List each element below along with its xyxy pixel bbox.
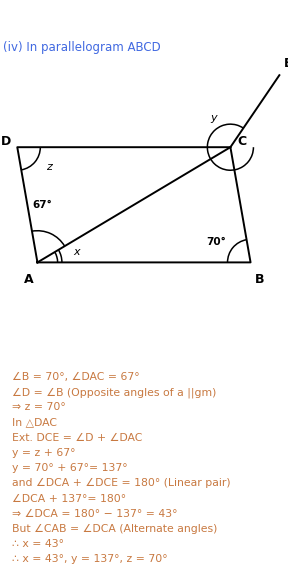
Text: ∠B = 70°, ∠DAC = 67°: ∠B = 70°, ∠DAC = 67° <box>12 372 139 382</box>
Text: and ∠DCA + ∠DCE = 180° (Linear pair): and ∠DCA + ∠DCE = 180° (Linear pair) <box>12 478 230 488</box>
Text: (iv) In parallelogram ABCD: (iv) In parallelogram ABCD <box>3 40 161 54</box>
Text: But ∠CAB = ∠DCA (Alternate angles): But ∠CAB = ∠DCA (Alternate angles) <box>12 524 217 534</box>
Text: y = z + 67°: y = z + 67° <box>12 448 75 458</box>
Text: ⇒ z = 70°: ⇒ z = 70° <box>12 402 65 413</box>
Text: C: C <box>237 135 247 148</box>
Text: x: x <box>73 247 79 257</box>
Text: y = 70° + 67°= 137°: y = 70° + 67°= 137° <box>12 463 127 473</box>
Text: B: B <box>255 273 264 286</box>
Text: A: A <box>24 273 34 286</box>
Text: D: D <box>1 135 11 148</box>
Text: ∠D = ∠B (Opposite angles of a ||gm): ∠D = ∠B (Opposite angles of a ||gm) <box>12 387 216 398</box>
Text: 70°: 70° <box>206 237 226 247</box>
Text: ∴ x = 43°: ∴ x = 43° <box>12 539 64 549</box>
Text: E: E <box>284 57 288 70</box>
Text: y: y <box>210 114 217 123</box>
Text: Ext. DCE = ∠D + ∠DAC: Ext. DCE = ∠D + ∠DAC <box>12 433 142 443</box>
Text: 67°: 67° <box>32 200 52 210</box>
Text: In △DAC: In △DAC <box>12 418 56 428</box>
Text: ∴ x = 43°, y = 137°, z = 70°: ∴ x = 43°, y = 137°, z = 70° <box>12 554 167 564</box>
Text: z: z <box>46 162 52 173</box>
Text: ⇒ ∠DCA = 180° − 137° = 43°: ⇒ ∠DCA = 180° − 137° = 43° <box>12 509 177 519</box>
Text: ∠DCA + 137°= 180°: ∠DCA + 137°= 180° <box>12 493 126 504</box>
